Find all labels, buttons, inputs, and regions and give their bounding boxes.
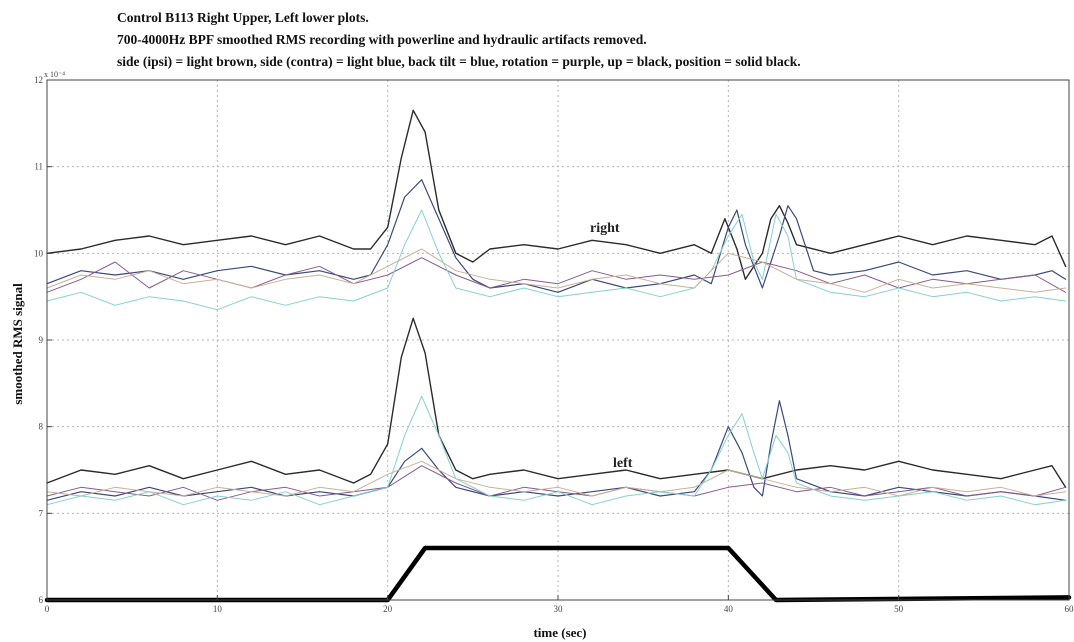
series-line-side-ipsi-right bbox=[46, 248, 1067, 293]
series-line-side-contra-right bbox=[46, 209, 1067, 311]
x-tick-label: 60 bbox=[1065, 604, 1074, 614]
x-axis-label: time (sec) bbox=[533, 625, 586, 640]
y-tick-label: 7 bbox=[39, 508, 44, 518]
x-tick-label: 20 bbox=[383, 604, 393, 614]
chart-title-line-3: side (ipsi) = light brown, side (contra)… bbox=[117, 54, 801, 69]
series-line-rotation-left bbox=[46, 465, 1067, 501]
chart-title-line-1: Control B113 Right Upper, Left lower plo… bbox=[117, 10, 369, 25]
x-tick-label: 10 bbox=[213, 604, 223, 614]
series-line-back-tilt-right bbox=[46, 179, 1067, 293]
y-tick-label: 8 bbox=[39, 422, 44, 432]
y-exponent-label: x 10⁻⁴ bbox=[44, 70, 65, 79]
series-layer bbox=[44, 109, 1072, 603]
chart-title-line-2: 700-4000Hz BPF smoothed RMS recording wi… bbox=[117, 32, 647, 47]
y-tick-label: 6 bbox=[39, 595, 44, 605]
series-line-up-right bbox=[46, 109, 1067, 280]
annotation-right: right bbox=[590, 221, 620, 236]
grid-layer bbox=[47, 80, 1069, 600]
y-tick-label: 10 bbox=[34, 248, 44, 258]
x-tick-label: 40 bbox=[724, 604, 734, 614]
y-tick-label: 9 bbox=[39, 335, 44, 345]
x-tick-label: 50 bbox=[894, 604, 904, 614]
series-line-up-left bbox=[46, 317, 1067, 488]
x-tick-label: 30 bbox=[554, 604, 564, 614]
axes-layer: 0 10 20 30 40 50 60 6 7 8 9 10 11 12 bbox=[34, 75, 1074, 614]
y-tick-label: 12 bbox=[34, 75, 43, 85]
series-line-back-tilt-left bbox=[46, 400, 1067, 501]
series-line-side-ipsi-left bbox=[46, 460, 1067, 497]
y-axis-label: smoothed RMS signal bbox=[10, 283, 25, 405]
annotation-left: left bbox=[613, 456, 633, 471]
x-tick-label: 0 bbox=[45, 604, 50, 614]
series-line-side-contra-left bbox=[46, 395, 1067, 506]
y-tick-label: 11 bbox=[34, 162, 43, 172]
series-line-rotation-right bbox=[46, 257, 1067, 293]
